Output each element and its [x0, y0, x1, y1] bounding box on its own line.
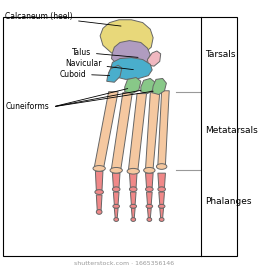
Ellipse shape — [110, 167, 122, 173]
Polygon shape — [96, 195, 102, 211]
Text: Metatarsals: Metatarsals — [205, 126, 258, 135]
Ellipse shape — [129, 187, 137, 192]
Ellipse shape — [146, 187, 153, 192]
Polygon shape — [129, 173, 137, 187]
Polygon shape — [146, 93, 160, 168]
Polygon shape — [147, 192, 152, 204]
Polygon shape — [159, 192, 164, 204]
Text: Calcaneum (heel): Calcaneum (heel) — [5, 12, 121, 26]
Polygon shape — [100, 20, 153, 57]
Polygon shape — [160, 208, 164, 219]
Ellipse shape — [144, 167, 155, 173]
Polygon shape — [158, 91, 169, 165]
Ellipse shape — [131, 218, 136, 221]
Polygon shape — [125, 78, 141, 94]
Ellipse shape — [156, 164, 167, 169]
Ellipse shape — [114, 218, 119, 221]
Ellipse shape — [147, 218, 152, 221]
Ellipse shape — [96, 210, 102, 214]
Ellipse shape — [159, 218, 164, 221]
Text: Navicular: Navicular — [65, 59, 133, 70]
Polygon shape — [95, 92, 118, 167]
Text: Tarsals: Tarsals — [205, 50, 236, 59]
Ellipse shape — [158, 187, 166, 192]
Ellipse shape — [93, 165, 105, 171]
Text: shutterstock.com · 1665356146: shutterstock.com · 1665356146 — [74, 261, 174, 266]
Polygon shape — [130, 192, 136, 204]
Polygon shape — [111, 93, 132, 168]
Polygon shape — [95, 171, 103, 190]
Polygon shape — [147, 51, 161, 66]
Polygon shape — [112, 173, 120, 187]
Polygon shape — [128, 94, 147, 169]
Polygon shape — [131, 208, 135, 219]
Ellipse shape — [112, 187, 120, 192]
Polygon shape — [152, 78, 166, 95]
Text: Phalanges: Phalanges — [205, 197, 252, 206]
Polygon shape — [147, 208, 151, 219]
Text: Cuneiforms: Cuneiforms — [5, 102, 49, 111]
Polygon shape — [146, 173, 153, 187]
Ellipse shape — [127, 168, 139, 174]
Text: Talus: Talus — [72, 48, 138, 57]
Polygon shape — [114, 208, 118, 219]
Polygon shape — [111, 41, 150, 67]
Ellipse shape — [95, 190, 103, 194]
Polygon shape — [158, 173, 166, 187]
Ellipse shape — [158, 204, 165, 208]
Ellipse shape — [113, 204, 120, 208]
Ellipse shape — [146, 204, 153, 208]
Polygon shape — [109, 58, 152, 80]
Ellipse shape — [130, 204, 136, 208]
Text: Cuboid: Cuboid — [59, 69, 110, 79]
Polygon shape — [107, 65, 122, 82]
Polygon shape — [113, 192, 119, 204]
Polygon shape — [141, 78, 155, 94]
